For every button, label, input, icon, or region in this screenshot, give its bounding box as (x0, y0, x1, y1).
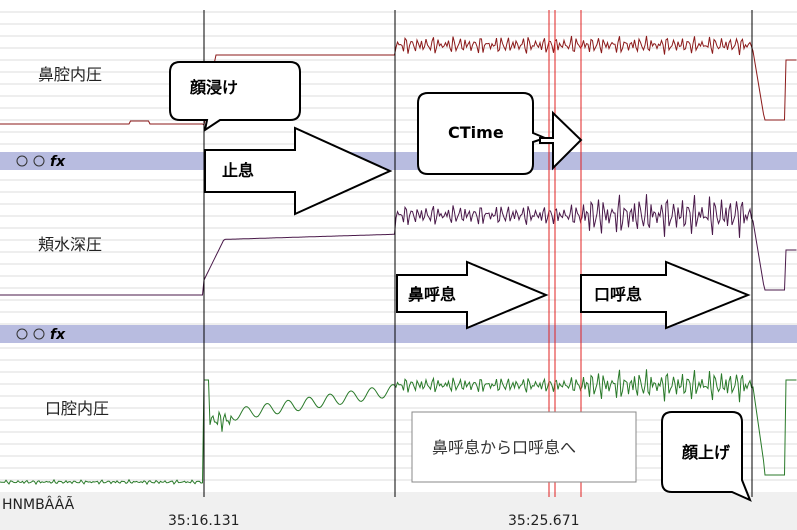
callout-text: 顔上げ (681, 443, 731, 462)
note-text: 鼻呼息から口呼息へ (432, 438, 576, 457)
time-label: 35:16.131 (168, 513, 240, 529)
channel-label: 口腔内圧 (45, 399, 109, 418)
signal-trace (0, 369, 797, 486)
status-text: HNMBÂÂÃ (2, 495, 75, 513)
time-label: 35:25.671 (508, 513, 580, 529)
callout-text: 顔浸け (189, 78, 238, 97)
arrow-text: 口呼息 (594, 285, 642, 304)
toolbar (0, 325, 797, 343)
channel-label: 頬水深圧 (38, 235, 102, 254)
signal-trace (0, 194, 797, 296)
shapes (169, 61, 752, 502)
signal-trace (0, 35, 797, 126)
toolbar-icons (16, 155, 45, 340)
fx-icon[interactable]: fx (50, 154, 66, 170)
toolbar (0, 152, 797, 170)
channel-label: 鼻腔内圧 (38, 65, 102, 84)
arrow-text: 止息 (222, 161, 254, 180)
arrow-text: 鼻呼息 (408, 285, 456, 304)
fx-icon[interactable]: fx (50, 327, 66, 343)
callout-text: CTime (448, 123, 504, 142)
status-bar (0, 492, 797, 530)
